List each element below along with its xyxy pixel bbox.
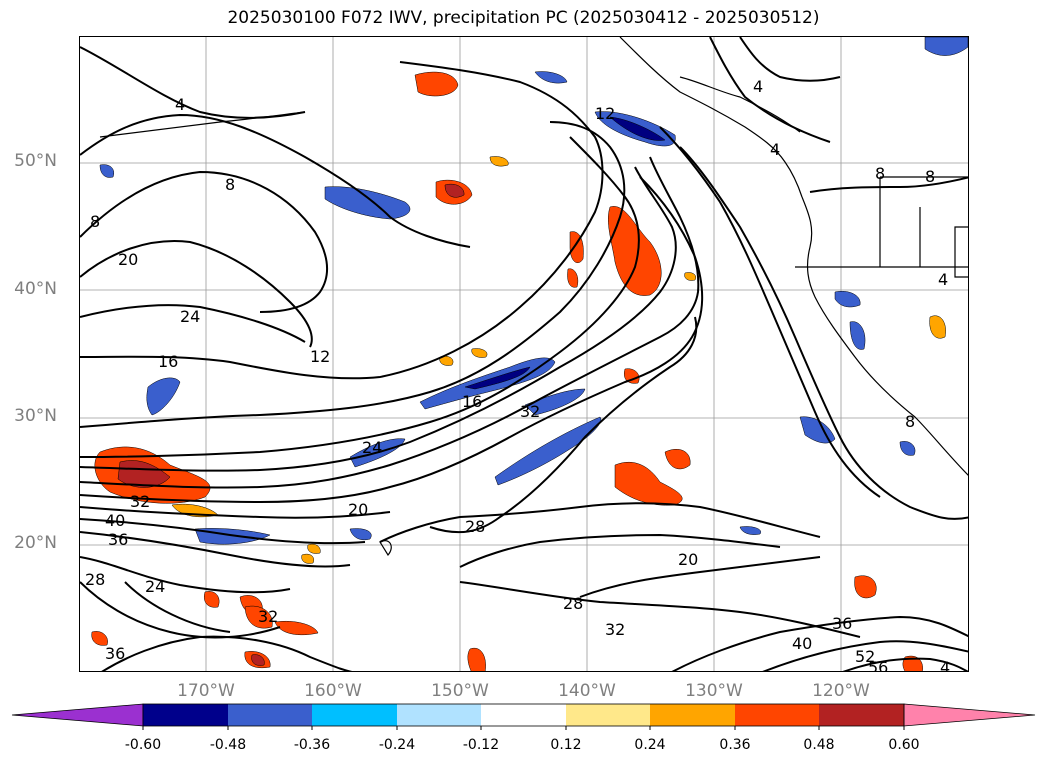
colorbar-tick-label: 0.60 <box>888 737 920 753</box>
graticule <box>80 37 968 671</box>
contour-labels: 4 8 8 20 24 16 12 16 24 32 40 36 28 24 2… <box>85 77 950 672</box>
colorbar-tick-label: -0.12 <box>462 737 500 753</box>
colorbar-tick-label: -0.36 <box>293 737 331 753</box>
colorbar-tick-label: -0.60 <box>124 737 162 753</box>
contour-label: 56 <box>868 658 888 672</box>
colorbar-tick-label: 0.12 <box>550 737 582 753</box>
contour-label: 4 <box>753 77 763 96</box>
colorbar-tick-label: 0.36 <box>719 737 751 753</box>
contour-label: 16 <box>462 392 482 411</box>
contour-label: 36 <box>105 644 125 663</box>
contour-label: 24 <box>362 438 382 457</box>
colorbar-tick-label: 0.48 <box>803 737 835 753</box>
colorbar-segment <box>397 704 481 726</box>
lon-label-140w: 140°W <box>558 681 616 701</box>
contour-label: 12 <box>310 347 330 366</box>
lat-label-40n: 40°N <box>14 279 57 299</box>
colorbar-segment <box>228 704 312 726</box>
contour-label: 36 <box>832 614 852 633</box>
contour-label: 32 <box>258 607 278 626</box>
colorbar-segment <box>566 704 650 726</box>
lat-label-30n: 30°N <box>14 406 57 426</box>
contour-label: 8 <box>905 412 915 431</box>
contour-label: 40 <box>792 634 812 653</box>
contour-label: 20 <box>118 250 138 269</box>
colorbar-tick-marks <box>142 726 905 730</box>
contour-label: 24 <box>145 577 165 596</box>
lat-label-50n: 50°N <box>14 151 57 171</box>
colorbar <box>11 703 1036 730</box>
contour-label: 12 <box>595 104 615 123</box>
contour-label: 52 <box>855 647 875 666</box>
contour-label: 32 <box>605 620 625 639</box>
colorbar-segment <box>312 704 397 726</box>
colorbar-segment <box>143 704 228 726</box>
iwv-contours <box>80 37 968 671</box>
lon-label-130w: 130°W <box>685 681 743 701</box>
contour-label: 4 <box>175 95 185 114</box>
colorbar-tick-label: -0.48 <box>209 737 247 753</box>
contour-label: 32 <box>130 492 150 511</box>
contour-label: 20 <box>678 550 698 569</box>
contour-label: 40 <box>105 511 125 530</box>
colorbar-segment <box>650 704 735 726</box>
chart-title: 2025030100 F072 IWV, precipitation PC (2… <box>227 8 820 28</box>
contour-label: 4 <box>940 658 950 672</box>
contour-label: 8 <box>925 167 935 186</box>
colorbar-tick-label: -0.24 <box>378 737 416 753</box>
contour-label: 32 <box>520 402 540 421</box>
precip-negative-shading <box>99 37 968 545</box>
lon-label-170w: 170°W <box>177 681 235 701</box>
contour-label: 28 <box>85 570 105 589</box>
colorbar-extend-low <box>11 703 144 727</box>
contour-label: 4 <box>938 270 948 289</box>
lon-label-160w: 160°W <box>304 681 362 701</box>
map-frame: 4 8 8 20 24 16 12 16 24 32 40 36 28 24 2… <box>79 36 969 672</box>
colorbar-segment <box>735 704 819 726</box>
colorbar-segments <box>11 703 1036 727</box>
contour-label: 20 <box>348 500 368 519</box>
colorbar-tick-label: 0.24 <box>634 737 666 753</box>
precip-positive-shading <box>91 71 946 671</box>
contour-label: 28 <box>465 517 485 536</box>
map-canvas: 4 8 8 20 24 16 12 16 24 32 40 36 28 24 2… <box>80 37 968 672</box>
contour-label: 8 <box>225 175 235 194</box>
contour-label: 36 <box>108 530 128 549</box>
colorbar-segment <box>819 704 904 726</box>
contour-label: 24 <box>180 307 200 326</box>
contour-label: 8 <box>90 212 100 231</box>
colorbar-extend-high <box>903 703 1036 727</box>
colorbar-outline <box>142 703 905 727</box>
lon-label-150w: 150°W <box>431 681 489 701</box>
contour-label: 28 <box>563 594 583 613</box>
lon-label-120w: 120°W <box>812 681 870 701</box>
lat-label-20n: 20°N <box>14 533 57 553</box>
contour-label: 4 <box>770 140 780 159</box>
contour-label: 16 <box>158 352 178 371</box>
contour-label: 8 <box>875 164 885 183</box>
colorbar-segment <box>481 704 566 726</box>
